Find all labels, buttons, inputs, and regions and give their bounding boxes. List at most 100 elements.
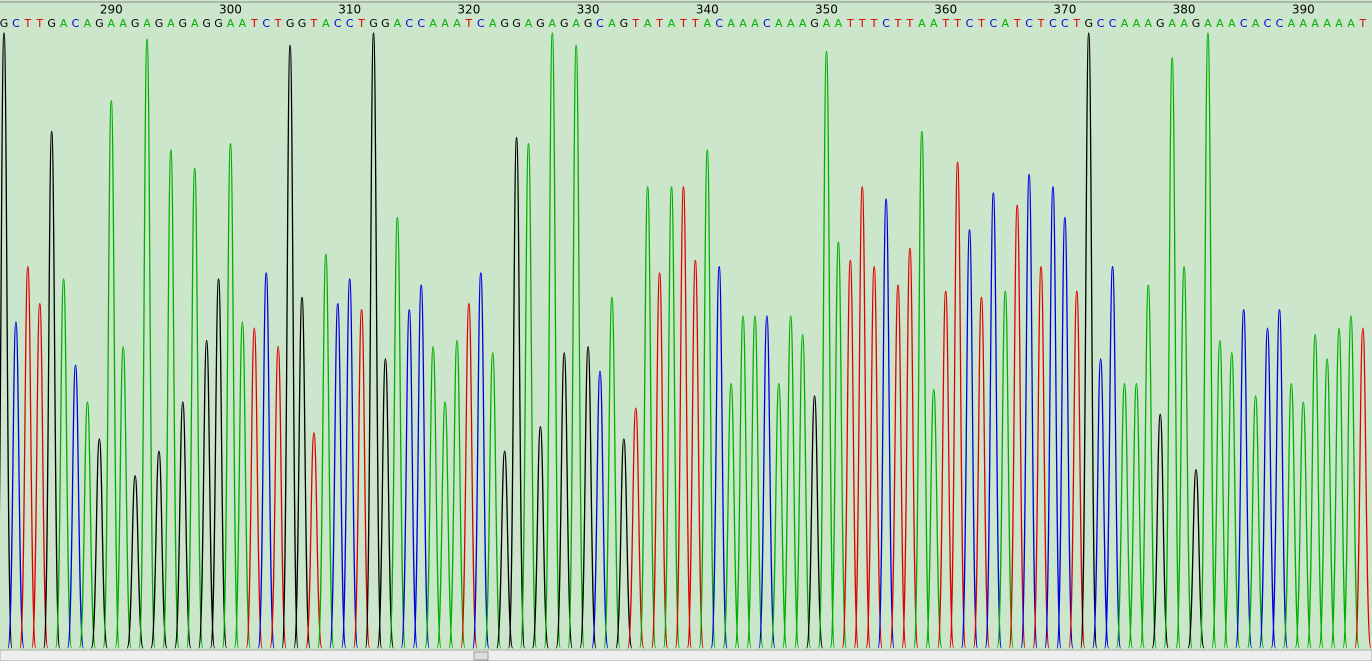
peak (436, 401, 454, 649)
peak (174, 401, 192, 649)
base-call: A (608, 17, 616, 30)
base-call: C (12, 17, 20, 30)
position-label: 390 (1292, 3, 1315, 17)
peak (150, 450, 168, 649)
base-call: A (799, 17, 807, 30)
base-call: A (1204, 17, 1212, 30)
base-call: C (763, 17, 771, 30)
base-call: A (727, 17, 735, 30)
base-call: A (143, 17, 151, 30)
peak (1258, 327, 1277, 649)
base-call: T (310, 17, 318, 30)
base-call: T (906, 17, 914, 30)
base-call: C (1025, 17, 1033, 30)
base-call: A (930, 17, 938, 30)
base-call: A (751, 17, 759, 30)
peak (1008, 204, 1026, 649)
peak (400, 309, 418, 649)
peak (43, 130, 61, 649)
peak (31, 302, 49, 649)
peak (889, 284, 907, 649)
peak (1270, 309, 1289, 649)
base-call: A (441, 17, 449, 30)
peak (1199, 32, 1217, 649)
base-call: A (644, 17, 652, 30)
peak (1175, 266, 1193, 649)
peak (817, 50, 836, 649)
peak (424, 345, 442, 649)
peak (472, 272, 490, 649)
peak (412, 284, 430, 649)
peak (78, 401, 97, 649)
peak (603, 296, 621, 649)
peak (698, 149, 716, 649)
base-call: A (1300, 17, 1308, 30)
peak (901, 247, 919, 649)
base-call: G (47, 17, 56, 30)
base-call: G (179, 17, 188, 30)
scrollbar[interactable] (0, 649, 1372, 661)
peak (1223, 352, 1241, 649)
peak (662, 186, 681, 649)
base-call: T (1037, 17, 1045, 30)
position-label: 350 (815, 3, 838, 17)
peak (376, 358, 395, 649)
peak (138, 38, 156, 649)
peak (364, 32, 383, 649)
peak (972, 296, 991, 649)
scroll-thumb[interactable] (473, 651, 489, 661)
base-call: C (1061, 17, 1069, 30)
peak (54, 278, 73, 649)
peak (794, 333, 812, 649)
base-call: A (84, 17, 92, 30)
peak (257, 272, 275, 649)
peak (1044, 186, 1062, 649)
base-call: G (202, 17, 211, 30)
peak (591, 370, 609, 649)
base-call: T (1359, 17, 1367, 30)
base-call: A (394, 17, 402, 30)
base-call: A (1228, 17, 1236, 30)
peak (329, 302, 347, 649)
peak (1020, 173, 1038, 649)
base-call: A (525, 17, 533, 30)
peak (1294, 401, 1312, 649)
peak (746, 315, 764, 649)
base-call: T (465, 17, 473, 30)
peak (1318, 358, 1336, 649)
peak (293, 296, 311, 649)
peak (650, 272, 669, 649)
base-call: A (835, 17, 843, 30)
base-call: A (119, 17, 127, 30)
base-call: C (990, 17, 998, 30)
base-call: T (35, 17, 43, 30)
peak (1068, 290, 1086, 649)
base-call: C (596, 17, 604, 30)
base-call: G (512, 17, 521, 30)
peak (805, 395, 824, 649)
peak (1115, 382, 1134, 649)
peak (937, 290, 955, 649)
base-call: A (239, 17, 247, 30)
base-call: G (620, 17, 629, 30)
base-call: G (298, 17, 307, 30)
peak (484, 352, 502, 649)
position-label: 330 (577, 3, 600, 17)
base-call: A (322, 17, 330, 30)
peak (221, 143, 240, 649)
peak (496, 450, 514, 649)
base-call: G (1084, 17, 1093, 30)
base-call: C (1264, 17, 1272, 30)
base-call: T (357, 17, 365, 30)
peak (209, 278, 228, 649)
peak (1282, 382, 1300, 649)
base-call: A (668, 17, 676, 30)
base-call: A (572, 17, 580, 30)
base-call: C (405, 17, 413, 30)
base-call: C (262, 17, 270, 30)
base-call: A (1347, 17, 1355, 30)
peak (555, 352, 573, 649)
base-call: C (715, 17, 723, 30)
base-call: T (1013, 17, 1021, 30)
